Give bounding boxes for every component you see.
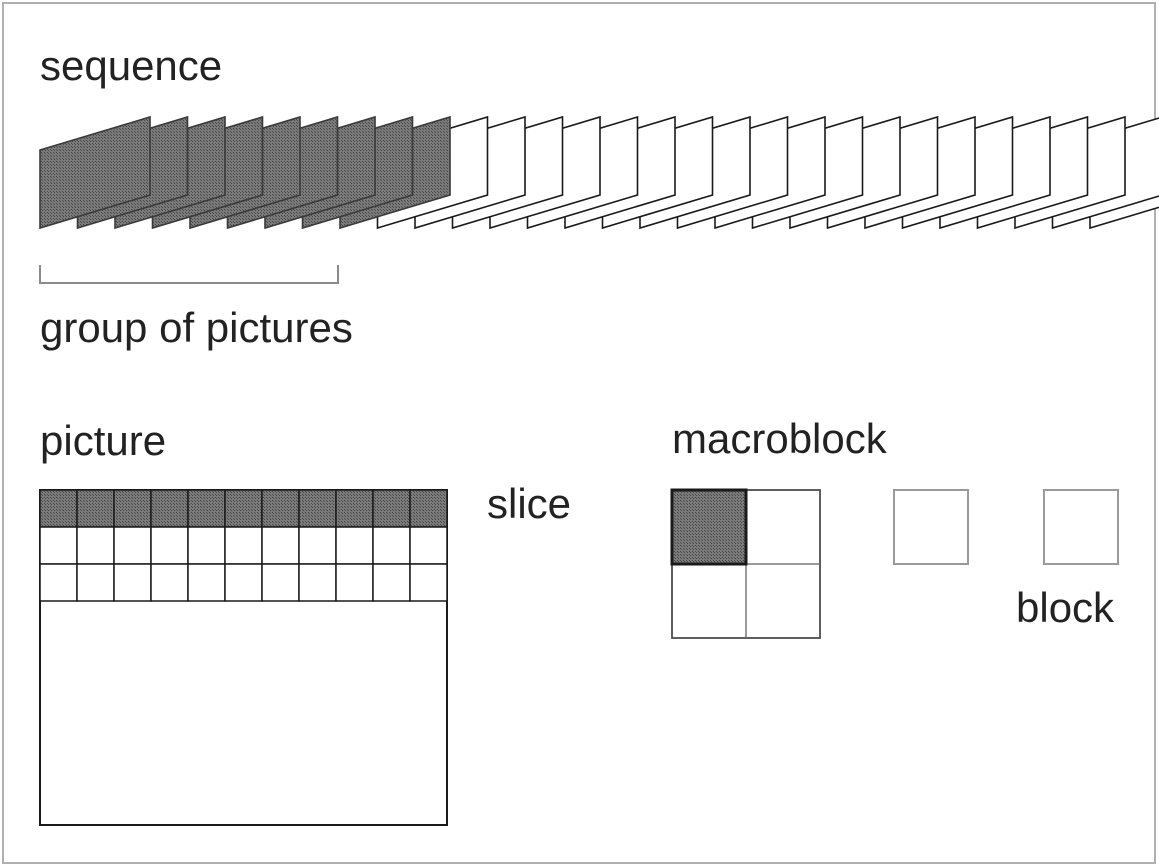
- block-cr: [1043, 489, 1119, 565]
- picture-macroblock: [335, 526, 374, 565]
- picture-macroblock: [298, 526, 337, 565]
- picture-macroblock: [298, 563, 337, 602]
- picture-label: picture: [40, 417, 166, 464]
- slice-macroblock: [409, 489, 448, 528]
- gop-bracket: [39, 265, 339, 284]
- picture-macroblock: [261, 563, 300, 602]
- luma-block: [745, 563, 821, 639]
- sequence-label: sequence: [40, 42, 222, 89]
- luma-block-highlight: [670, 488, 748, 566]
- picture-macroblock: [39, 526, 78, 565]
- slice-label: slice: [487, 480, 571, 527]
- picture-macroblock: [76, 563, 115, 602]
- slice-macroblock: [298, 489, 337, 528]
- slice-macroblock: [335, 489, 374, 528]
- picture-macroblock: [187, 563, 226, 602]
- picture-macroblock: [113, 526, 152, 565]
- picture-macroblock: [261, 526, 300, 565]
- group-of-pictures-label: group of pictures: [40, 304, 353, 351]
- slice-macroblock: [113, 489, 152, 528]
- picture-grid: [39, 489, 448, 826]
- macroblock-label: macroblock: [672, 415, 888, 462]
- block-cb: [893, 489, 969, 565]
- sequence-frames: [39, 115, 1159, 230]
- picture-macroblock: [409, 563, 448, 602]
- picture-macroblock: [224, 563, 263, 602]
- block-label: block: [1016, 584, 1115, 631]
- picture-macroblock: [224, 526, 263, 565]
- luma-block: [671, 563, 747, 639]
- macroblock-grid: [670, 488, 821, 639]
- slice-macroblock: [372, 489, 411, 528]
- slice-macroblock: [187, 489, 226, 528]
- luma-block: [670, 488, 748, 566]
- picture-macroblock: [113, 563, 152, 602]
- gop-frame: [39, 115, 151, 230]
- slice-macroblock: [39, 489, 78, 528]
- picture-macroblock: [335, 563, 374, 602]
- luma-block: [745, 489, 821, 565]
- picture-macroblock: [150, 563, 189, 602]
- picture-macroblock: [372, 563, 411, 602]
- slice-macroblock: [261, 489, 300, 528]
- slice-macroblock: [76, 489, 115, 528]
- picture-macroblock: [150, 526, 189, 565]
- slice-macroblock: [150, 489, 189, 528]
- picture-macroblock: [409, 526, 448, 565]
- picture-macroblock: [372, 526, 411, 565]
- picture-macroblock: [187, 526, 226, 565]
- slice-macroblock: [224, 489, 263, 528]
- picture-macroblock: [76, 526, 115, 565]
- picture-macroblock: [39, 563, 78, 602]
